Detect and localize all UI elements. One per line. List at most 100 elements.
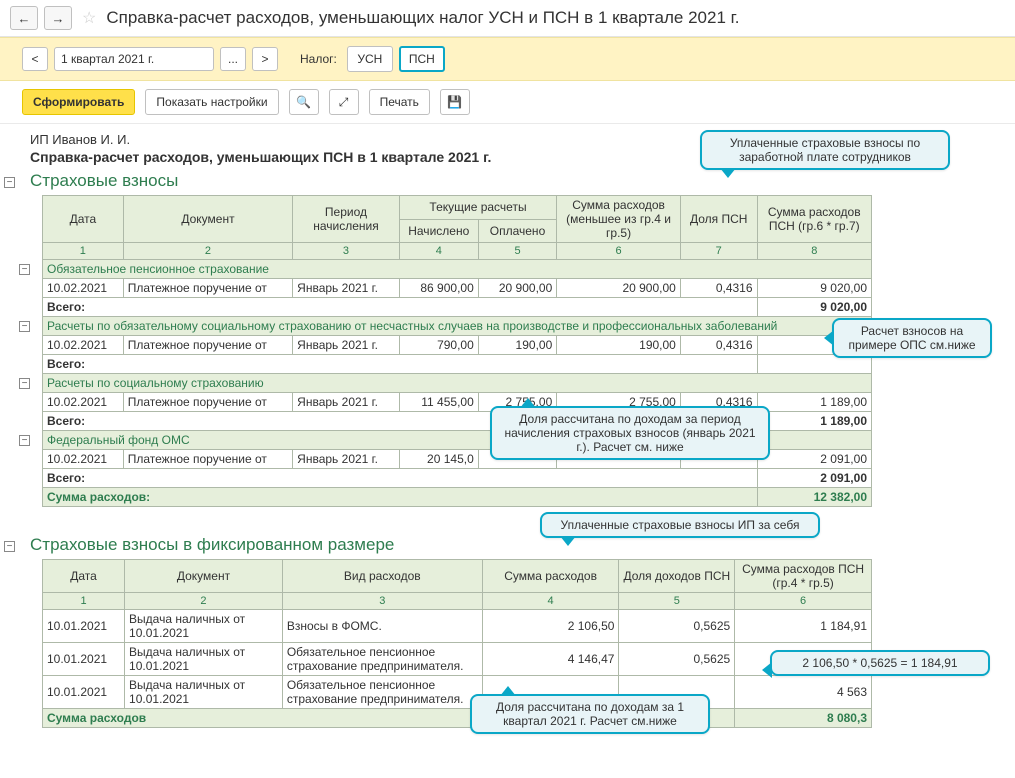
th-date: Дата: [43, 196, 124, 243]
group-toggle[interactable]: −: [19, 378, 30, 389]
cell: 4 146,47: [482, 643, 619, 676]
th-accr: Начислено: [399, 219, 478, 243]
cell: Выдача наличных от 10.01.2021: [125, 610, 283, 643]
cell: 20 900,00: [478, 279, 556, 298]
period-next-button[interactable]: >: [252, 47, 278, 71]
colnum: 6: [557, 243, 681, 260]
cell: Обязательное пенсионное страхование пред…: [282, 676, 482, 709]
cell: 11 455,00: [399, 393, 478, 412]
th-sum-psn: Сумма расходов ПСН (гр.6 * гр.7): [757, 196, 871, 243]
cell: 10.01.2021: [43, 610, 125, 643]
cell: 20 900,00: [557, 279, 681, 298]
callout-formula: 2 106,50 * 0,5625 = 1 184,91: [770, 650, 990, 676]
expand-icon[interactable]: ⤢: [329, 89, 359, 115]
cell: Платежное поручение от: [123, 393, 292, 412]
cell: 1 189,00: [757, 393, 871, 412]
tax-label: Налог:: [300, 52, 337, 66]
cell: Январь 2021 г.: [293, 279, 400, 298]
th-period: Период начисления: [293, 196, 400, 243]
colnum: 2: [125, 593, 283, 610]
show-settings-button[interactable]: Показать настройки: [145, 89, 278, 115]
th2-sum-psn: Сумма расходов ПСН (гр.4 * гр.5): [735, 560, 872, 593]
print-button[interactable]: Печать: [369, 89, 430, 115]
cell: Январь 2021 г.: [293, 450, 400, 469]
group-toggle[interactable]: −: [19, 321, 30, 332]
group-toggle[interactable]: −: [19, 264, 30, 275]
tax-usn-button[interactable]: УСН: [347, 46, 393, 72]
section2-toggle[interactable]: −: [4, 541, 15, 552]
section1-head: Страховые взносы: [30, 171, 1003, 191]
cell: 190,00: [557, 336, 681, 355]
period-picker-button[interactable]: ...: [220, 47, 246, 71]
nav-back-button[interactable]: ←: [10, 6, 38, 30]
cell: 9 020,00: [757, 279, 871, 298]
th-doc: Документ: [123, 196, 292, 243]
save-icon[interactable]: 💾: [440, 89, 470, 115]
cell: Январь 2021 г.: [293, 393, 400, 412]
cell: 10.02.2021: [43, 279, 124, 298]
favorite-star-icon[interactable]: ☆: [82, 8, 96, 28]
grand-total-value: 8 080,3: [735, 709, 872, 728]
callout-payroll: Уплаченные страховые взносы по заработно…: [700, 130, 950, 170]
th2-sum: Сумма расходов: [482, 560, 619, 593]
cell: 10.02.2021: [43, 450, 124, 469]
callout-ops: Расчет взносов на примере ОПС см.ниже: [832, 318, 992, 358]
cell: 2 106,50: [482, 610, 619, 643]
cell: 2 091,00: [757, 450, 871, 469]
callouts-share-q1: Доля рассчитана по доходам за 1 квартал …: [470, 694, 710, 734]
period-prev-button[interactable]: <: [22, 47, 48, 71]
tax-psn-button[interactable]: ПСН: [399, 46, 445, 72]
group-title: −Расчеты по обязательному социальному ст…: [43, 317, 872, 336]
th-share: Доля ПСН: [680, 196, 757, 243]
cell: Выдача наличных от 10.01.2021: [125, 676, 283, 709]
th2-doc: Документ: [125, 560, 283, 593]
th-current: Текущие расчеты: [399, 196, 557, 220]
cell: Платежное поручение от: [123, 279, 292, 298]
colnum: 3: [282, 593, 482, 610]
callout-share-period: Доля рассчитана по доходам за период нач…: [490, 406, 770, 460]
group-total-label: Всего:: [43, 355, 758, 374]
cell: 0,4316: [680, 279, 757, 298]
cell: Платежное поручение от: [123, 336, 292, 355]
cell: 4 563: [735, 676, 872, 709]
colnum: 5: [478, 243, 556, 260]
th2-kind: Вид расходов: [282, 560, 482, 593]
th2-date: Дата: [43, 560, 125, 593]
section2-head: Страховые взносы в фиксированном размере: [30, 535, 1003, 555]
colnum: 4: [399, 243, 478, 260]
colnum: 1: [43, 593, 125, 610]
cell: Обязательное пенсионное страхование пред…: [282, 643, 482, 676]
period-field[interactable]: 1 квартал 2021 г.: [54, 47, 214, 71]
colnum: 1: [43, 243, 124, 260]
group-total-value: 1 189,00: [757, 412, 871, 431]
group-total-value: 2 091,00: [757, 469, 871, 488]
cell: 86 900,00: [399, 279, 478, 298]
cell: 20 145,0: [399, 450, 478, 469]
colnum: 8: [757, 243, 871, 260]
period-bar: < 1 квартал 2021 г. ... > Налог: УСН ПСН: [0, 37, 1015, 81]
group-total-label: Всего:: [43, 469, 758, 488]
colnum: 2: [123, 243, 292, 260]
th-paid: Оплачено: [478, 219, 556, 243]
callout-ip-self: Уплаченные страховые взносы ИП за себя: [540, 512, 820, 538]
th-sum: Сумма расходов (меньшее из гр.4 и гр.5): [557, 196, 681, 243]
cell: Взносы в ФОМС.: [282, 610, 482, 643]
page-title: Справка-расчет расходов, уменьшающих нал…: [106, 8, 739, 28]
section2-table: Дата Документ Вид расходов Сумма расходо…: [42, 559, 872, 728]
nav-forward-button[interactable]: →: [44, 6, 72, 30]
zoom-icon[interactable]: 🔍: [289, 89, 319, 115]
section1-table: Дата Документ Период начисления Текущие …: [42, 195, 872, 507]
cell: Выдача наличных от 10.01.2021: [125, 643, 283, 676]
group-total-value: 9 020,00: [757, 298, 871, 317]
cell: 10.01.2021: [43, 643, 125, 676]
group-total-label: Всего:: [43, 298, 758, 317]
section1-toggle[interactable]: −: [4, 177, 15, 188]
cell: 10.01.2021: [43, 676, 125, 709]
cell: Январь 2021 г.: [293, 336, 400, 355]
cell: 10.02.2021: [43, 336, 124, 355]
cell: 0,5625: [619, 643, 735, 676]
toolbar: Сформировать Показать настройки 🔍 ⤢ Печа…: [0, 81, 1015, 124]
group-toggle[interactable]: −: [19, 435, 30, 446]
cell: Платежное поручение от: [123, 450, 292, 469]
form-button[interactable]: Сформировать: [22, 89, 135, 115]
